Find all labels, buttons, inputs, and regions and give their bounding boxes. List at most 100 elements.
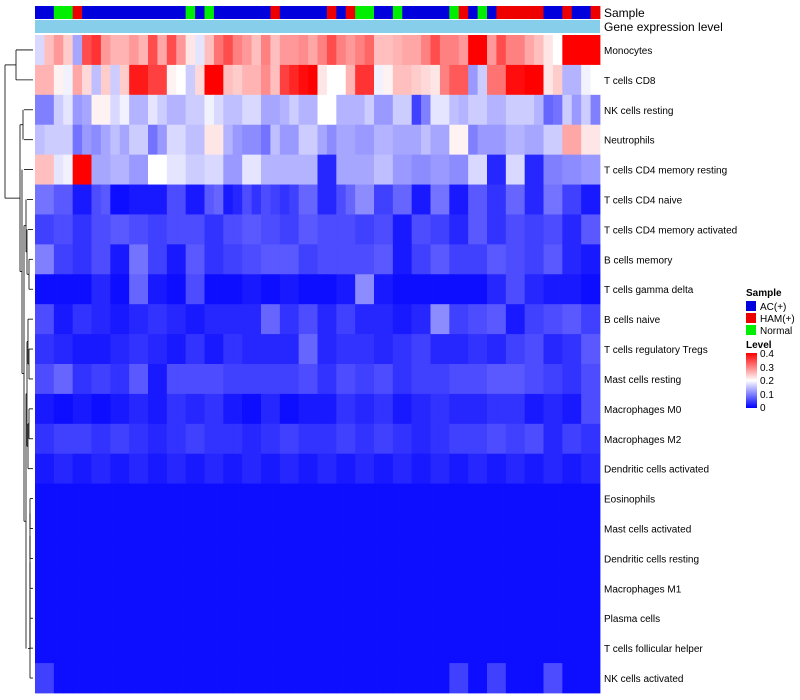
sample-annotation-cell <box>524 6 535 19</box>
heatmap-cell <box>355 453 365 485</box>
heatmap-cell <box>213 304 224 335</box>
heatmap-cell <box>251 393 262 425</box>
heatmap-cell <box>279 214 290 245</box>
annotation-label-sample: Sample <box>604 6 645 20</box>
heatmap-cell <box>185 513 196 544</box>
heatmap-cell <box>402 35 413 66</box>
heatmap-cell <box>326 244 337 275</box>
heatmap-cell <box>496 364 507 395</box>
heatmap-cell <box>317 35 328 66</box>
heatmap-cell <box>411 64 422 96</box>
heatmap-cell <box>449 364 460 395</box>
heatmap-cell <box>411 453 422 485</box>
heatmap-cell <box>317 94 328 126</box>
heatmap-cell <box>157 154 168 185</box>
level-tick-0-3: 0.3 <box>760 363 774 374</box>
heatmap-cell <box>524 513 535 544</box>
heatmap-cell <box>185 214 196 245</box>
heatmap-cell <box>326 633 337 664</box>
heatmap-cell <box>100 244 111 275</box>
heatmap-cell <box>562 393 573 425</box>
heatmap-cell <box>326 124 337 156</box>
heatmap-cell <box>63 603 74 634</box>
heatmap-cell <box>449 244 460 275</box>
heatmap-cell <box>82 35 92 66</box>
heatmap-cell <box>534 244 544 275</box>
heatmap-cell <box>392 154 403 185</box>
heatmap-cell <box>35 124 45 156</box>
heatmap-cell <box>392 573 403 604</box>
heatmap-cell <box>317 274 328 305</box>
heatmap-cell <box>392 633 403 664</box>
heatmap-cell <box>242 633 252 664</box>
heatmap-cell <box>458 184 469 215</box>
heatmap-cell <box>562 214 573 245</box>
heatmap-cell <box>449 304 460 335</box>
heatmap-cell <box>261 453 271 485</box>
heatmap-cell <box>289 423 300 455</box>
heatmap-cell <box>468 423 478 455</box>
heatmap-cell <box>251 64 262 96</box>
heatmap-cell <box>383 274 394 305</box>
heatmap-cell <box>204 573 215 604</box>
heatmap-cell <box>496 274 507 305</box>
heatmap-cell <box>374 453 384 485</box>
heatmap-cell <box>496 124 507 156</box>
heatmap-cell <box>204 334 215 365</box>
heatmap-cell <box>402 94 413 126</box>
heatmap-cell <box>289 184 300 215</box>
heatmap-cell <box>44 483 55 514</box>
heatmap-cell <box>223 513 234 544</box>
heatmap-cell <box>176 304 187 335</box>
heatmap-cell <box>458 94 469 126</box>
heatmap-cell <box>552 483 563 514</box>
heatmap-cell <box>63 513 74 544</box>
heatmap-cell <box>44 573 55 604</box>
heatmap-cell <box>496 244 507 275</box>
heatmap-cell <box>195 603 205 634</box>
heatmap-cell <box>421 35 431 66</box>
heatmap-cell <box>204 304 215 335</box>
heatmap-cell <box>590 663 601 694</box>
heatmap-cell <box>63 573 74 604</box>
heatmap-cell <box>345 633 356 664</box>
heatmap-cell <box>430 423 441 455</box>
heatmap-cell <box>232 543 243 574</box>
heatmap-cell <box>289 633 300 664</box>
heatmap-cell <box>129 423 139 455</box>
heatmap-cell <box>53 35 64 66</box>
heatmap-cell <box>317 513 328 544</box>
heatmap-cell <box>534 214 544 245</box>
heatmap-cell <box>581 35 591 66</box>
sample-annotation-cell <box>119 6 130 19</box>
heatmap-cell <box>421 633 431 664</box>
heatmap-cell <box>63 244 74 275</box>
heatmap-cell <box>138 453 149 485</box>
heatmap-cell <box>279 483 290 514</box>
heatmap-cell <box>364 154 375 185</box>
heatmap-cell <box>515 94 526 126</box>
heatmap-cell <box>44 184 55 215</box>
heatmap-cell <box>148 663 158 694</box>
heatmap-cell <box>505 334 516 365</box>
heatmap-cell <box>552 393 563 425</box>
heatmap-cell <box>279 364 290 395</box>
heatmap-cell <box>279 154 290 185</box>
heatmap-cell <box>364 214 375 245</box>
sample-annotation-cell <box>374 6 384 19</box>
heatmap-cell <box>261 423 271 455</box>
heatmap-cell <box>195 483 205 514</box>
sample-annotation-cell <box>232 6 243 19</box>
heatmap-cell <box>326 423 337 455</box>
heatmap-cell <box>515 393 526 425</box>
heatmap-cell <box>232 513 243 544</box>
heatmap-cell <box>449 334 460 365</box>
heatmap-cell <box>590 453 601 485</box>
heatmap-cell <box>374 244 384 275</box>
heatmap-cell <box>581 364 591 395</box>
heatmap-cell <box>487 573 497 604</box>
heatmap-cell <box>110 423 121 455</box>
sample-annotation-cell <box>100 6 111 19</box>
heatmap-cell <box>487 483 497 514</box>
sample-annotation-cell <box>298 6 309 19</box>
